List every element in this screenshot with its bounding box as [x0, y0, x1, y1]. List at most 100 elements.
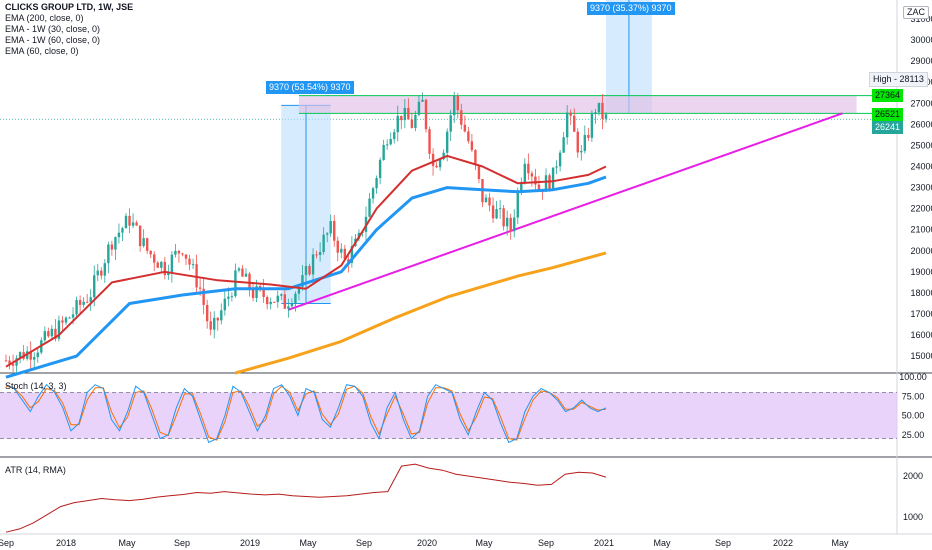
candle-body: [290, 303, 294, 307]
candle-body: [209, 321, 212, 330]
candle-body: [601, 102, 604, 119]
candle-body: [202, 288, 205, 305]
candle-body: [93, 275, 96, 298]
candle-body: [223, 298, 227, 311]
upper-zone-tag: 27364: [872, 89, 904, 102]
candle-body: [414, 114, 417, 128]
candle-body: [498, 208, 502, 210]
candle-body: [488, 197, 491, 206]
candle-body: [149, 250, 152, 255]
candle-body: [237, 268, 241, 271]
candle-body: [555, 166, 558, 168]
candle-body: [325, 233, 329, 235]
candle-body: [153, 254, 156, 263]
stoch-k-line: [5, 383, 607, 444]
candle-body: [576, 131, 579, 153]
candle-body: [558, 152, 562, 167]
candle-body: [61, 320, 64, 323]
candle-body: [198, 287, 202, 289]
candle-body: [8, 360, 11, 364]
candle-body: [205, 304, 209, 322]
candle-body: [484, 197, 488, 203]
candle-body: [138, 225, 142, 247]
candle-body: [47, 331, 50, 337]
candle-body: [449, 115, 452, 132]
atr-tick-label: 2000: [903, 471, 923, 481]
candle-body: [562, 137, 565, 153]
candle-body: [131, 222, 135, 226]
time-axis-label: May: [299, 538, 317, 548]
candle-body: [85, 301, 89, 303]
candle-body: [544, 175, 548, 192]
candle-body: [509, 217, 512, 232]
high-price-tag: High - 28113: [869, 72, 928, 87]
candle-body: [265, 297, 269, 305]
candle-body: [318, 251, 322, 256]
candle-body: [227, 296, 230, 299]
stoch-legend: Stoch (14, 3, 3): [5, 381, 67, 391]
candle-body: [304, 266, 308, 276]
candle-body: [604, 114, 608, 119]
price-tick-label: 22000: [910, 204, 932, 214]
candle-body: [174, 250, 177, 255]
time-axis-label: Sep: [538, 538, 554, 548]
candle-body: [258, 286, 262, 289]
time-axis-label: May: [653, 538, 671, 548]
candle-body: [297, 286, 301, 294]
candle-body: [50, 328, 54, 337]
stoch-tick-label: 50.00: [902, 411, 925, 421]
candle-body: [537, 184, 541, 190]
candle-body: [343, 248, 347, 260]
candle-body: [128, 215, 131, 226]
candle-body: [117, 232, 121, 238]
candle-body: [255, 286, 258, 298]
rising-trendline: [288, 112, 843, 311]
price-tick-label: 18000: [910, 288, 932, 298]
chart-legend: CLICKS GROUP LTD, 1W, JSE EMA (200, clos…: [5, 2, 133, 57]
candle-body: [167, 272, 170, 276]
price-tick-label: 21000: [910, 225, 932, 235]
legend-ema-1w-60: EMA - 1W (60, close, 0): [5, 35, 101, 45]
candle-body: [301, 275, 304, 287]
candle-body: [491, 205, 495, 219]
candle-body: [389, 139, 392, 145]
candle-body: [15, 358, 18, 366]
candle-body: [527, 163, 530, 174]
candle-body: [371, 188, 375, 199]
currency-badge[interactable]: ZAC: [903, 6, 929, 19]
candle-body: [287, 306, 290, 309]
price-tick-label: 24000: [910, 161, 932, 171]
candle-body: [188, 258, 191, 265]
last-price-tag: 26241: [872, 121, 904, 134]
candle-body: [135, 222, 138, 226]
candle-body: [29, 351, 32, 360]
candle-body: [315, 254, 318, 256]
candle-body: [431, 153, 435, 166]
candle-body: [477, 165, 481, 179]
candle-body: [36, 352, 39, 358]
candle-body: [573, 115, 576, 132]
stoch-d-line: [5, 385, 607, 441]
candle-body: [502, 208, 505, 227]
price-tick-label: 29000: [910, 56, 932, 66]
resistance-zone: [298, 95, 857, 114]
price-tick-label: 30000: [910, 35, 932, 45]
candle-body: [43, 331, 47, 341]
stoch-band: [0, 392, 897, 439]
candle-body: [410, 119, 414, 128]
candle-body: [244, 273, 248, 277]
price-tick-label: 25000: [910, 140, 932, 150]
candle-body: [213, 317, 216, 330]
time-axis-label: 2021: [594, 538, 614, 548]
candle-body: [54, 328, 57, 339]
candle-body: [378, 159, 382, 179]
candle-body: [156, 262, 159, 268]
candle-body: [393, 132, 396, 140]
stoch-tick-label: 25.00: [902, 430, 925, 440]
price-tick-label: 26000: [910, 119, 932, 129]
candle-body: [124, 215, 128, 229]
ema-1w-30-line: [5, 154, 607, 368]
stoch-tick-label: 100.00: [899, 372, 927, 382]
candle-body: [195, 264, 198, 288]
